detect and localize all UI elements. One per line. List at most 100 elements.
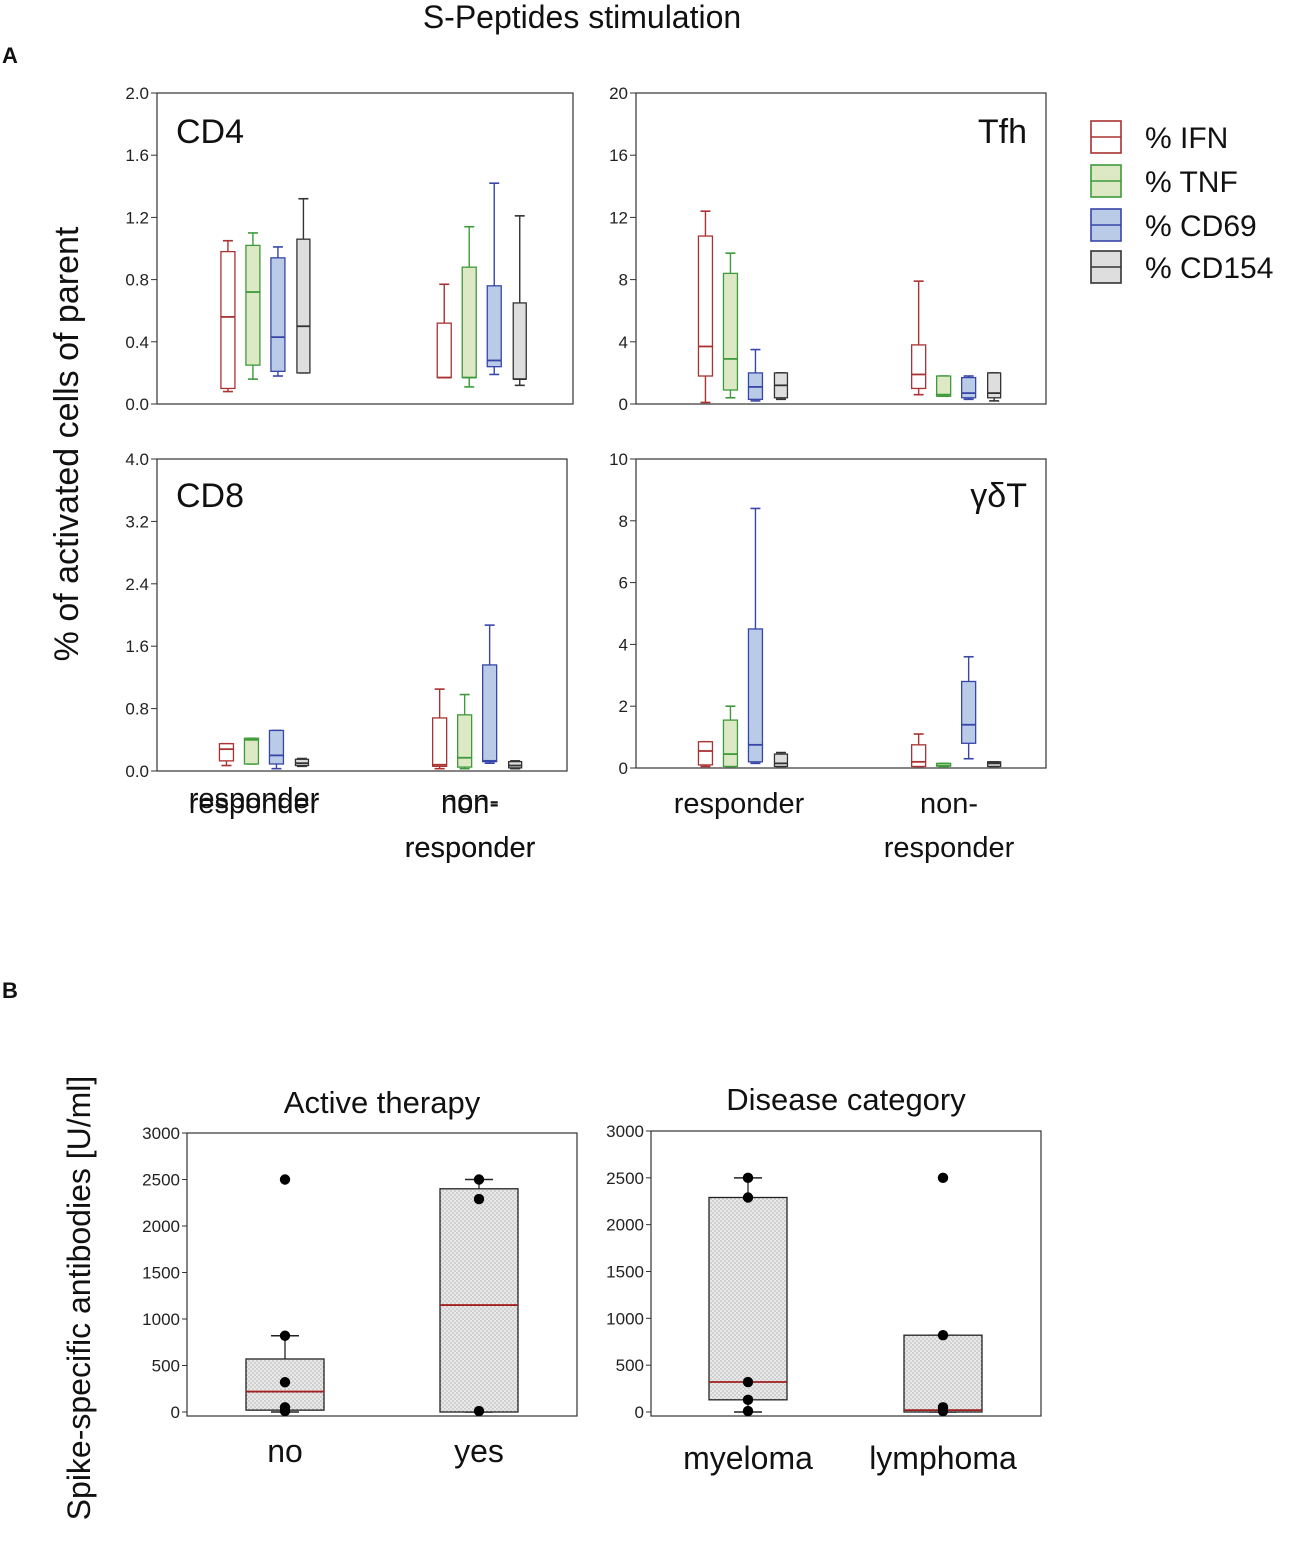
x-category-label: non-responder (405, 788, 536, 864)
figure-title: S-Peptides stimulation (423, 0, 741, 35)
box-cd69-1 (481, 624, 498, 765)
x-category-label-line-2: responder (405, 832, 536, 864)
box-iqr (439, 1188, 519, 1413)
box-iqr (961, 376, 977, 399)
data-point (473, 1405, 485, 1417)
y-tick-label: 2.4 (125, 575, 149, 594)
x-category-label: responder (189, 788, 320, 820)
box-iqr (218, 743, 235, 762)
plot-frame (156, 92, 574, 405)
panel-b-y-axis-label: Spike-specific antibodies [U/ml] (61, 1076, 97, 1521)
box-ifn-1 (911, 733, 927, 768)
box-cd154-1 (987, 372, 1002, 402)
x-category-label: no (267, 1433, 303, 1469)
y-tick-label: 0.8 (125, 700, 149, 719)
legend-item-ifn: % IFN (1090, 120, 1228, 155)
box-iqr (722, 272, 739, 391)
y-tick-label: 1500 (606, 1263, 644, 1282)
box-iqr (270, 257, 286, 372)
box-iqr (747, 628, 764, 763)
box-iqr (243, 737, 260, 765)
box-1 (439, 1174, 519, 1417)
data-point (937, 1172, 949, 1184)
y-tick-label: 3000 (606, 1122, 644, 1141)
box-iqr (245, 244, 261, 366)
panel-b-label: B (2, 978, 18, 1003)
box-iqr (722, 719, 739, 768)
box-iqr (268, 729, 285, 765)
legend-item-tnf: % TNF (1090, 164, 1238, 199)
legend-label-ifn: % IFN (1145, 122, 1228, 155)
legend: % IFN % TNF % CD69 % CD154 (1090, 120, 1273, 285)
box-iqr (486, 285, 502, 368)
data-point (279, 1377, 291, 1388)
y-tick-label: 1.6 (125, 637, 149, 656)
box-iqr (296, 238, 311, 374)
box-iqr (708, 1196, 788, 1401)
chart-5: Disease category 0 500 1000 1500 2000 2500 3000… (606, 1082, 1042, 1476)
data-point (742, 1405, 754, 1417)
box-1 (903, 1172, 983, 1417)
box-cd69-1 (961, 655, 977, 760)
y-tick-label: 2500 (142, 1171, 180, 1190)
chart-title: Active therapy (284, 1085, 481, 1120)
box-iqr (512, 302, 527, 380)
box-iqr (936, 375, 952, 397)
y-tick-label: 2.0 (125, 84, 149, 103)
y-tick-label: 3.2 (125, 512, 149, 531)
x-category-label-line-1: non- (441, 785, 499, 817)
x-category-label: responder (674, 788, 805, 820)
y-tick-label: 2000 (142, 1217, 180, 1236)
data-point (473, 1193, 485, 1205)
box-tnf-1 (456, 693, 473, 770)
y-tick-label: 2500 (606, 1169, 644, 1188)
box-0 (708, 1172, 788, 1417)
y-tick-label: 3000 (142, 1124, 180, 1143)
y-tick-label: 1.6 (125, 146, 149, 165)
box-tnf-0 (722, 252, 739, 399)
y-tick-label: 2 (619, 697, 628, 716)
box-ifn-0 (218, 742, 235, 767)
chart-title: CD4 (176, 113, 244, 151)
y-tick-label: 0.4 (125, 333, 149, 352)
x-category-label-line-1: non- (920, 788, 978, 820)
box-iqr (431, 717, 448, 767)
chart-title: Disease category (726, 1082, 966, 1117)
box-ifn-1 (436, 283, 452, 379)
x-category-label: myeloma (683, 1440, 813, 1476)
data-point (742, 1172, 754, 1184)
chart-title: Tfh (978, 113, 1027, 151)
box-ifn-1 (911, 280, 927, 396)
data-point (742, 1376, 754, 1388)
y-tick-label: 1000 (142, 1310, 180, 1329)
box-iqr (911, 344, 927, 390)
box-iqr (911, 744, 927, 768)
box-cd154-0 (773, 372, 789, 401)
box-iqr (697, 741, 714, 766)
box-ifn-0 (220, 239, 236, 393)
plot-frame (156, 458, 568, 772)
legend-label-cd69: % CD69 (1145, 210, 1257, 243)
legend-label-cd154: % CD154 (1145, 252, 1273, 285)
y-tick-label: 20 (609, 84, 628, 103)
data-point (742, 1192, 754, 1203)
x-category-label: responder (189, 783, 320, 815)
y-tick-label: 12 (609, 208, 628, 227)
box-tnf-1 (461, 225, 477, 388)
y-tick-label: 6 (619, 574, 628, 593)
box-tnf-0 (722, 705, 739, 768)
y-tick-label: 4 (619, 333, 628, 352)
box-ifn-0 (697, 740, 714, 768)
x-category-label-line-2: responder (884, 832, 1015, 864)
box-iqr (461, 266, 477, 379)
y-tick-label: 0 (171, 1403, 180, 1422)
box-cd154-1 (507, 760, 523, 770)
box-cd154-1 (512, 215, 527, 387)
y-tick-label: 4.0 (125, 450, 149, 469)
box-cd69-0 (268, 729, 285, 770)
x-category-label: lymphoma (869, 1440, 1017, 1476)
